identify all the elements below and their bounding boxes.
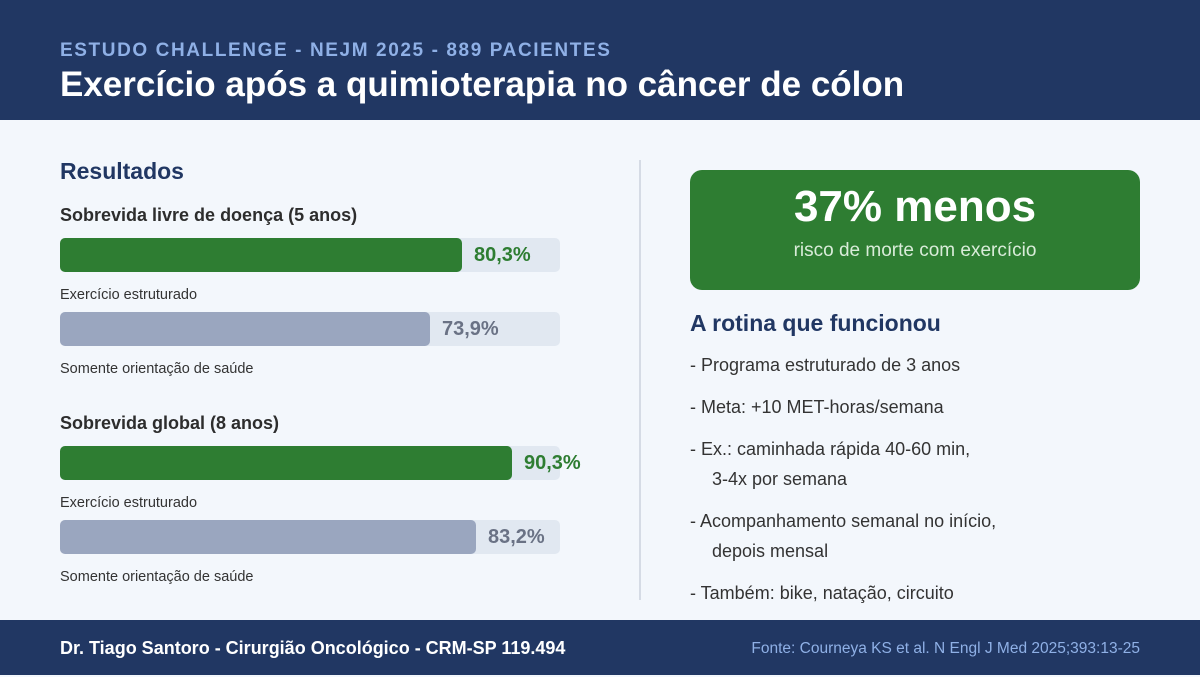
author-credit: Dr. Tiago Santoro - Cirurgião Oncológico… xyxy=(60,638,566,658)
routine-list: - Programa estruturado de 3 anos - Meta:… xyxy=(690,350,1150,620)
bar-track-dfs-exercise: 80,3% xyxy=(60,238,560,272)
bar-track-os-exercise: 90,3% xyxy=(60,446,581,480)
routine-item-continuation: depois mensal xyxy=(712,541,829,561)
highlight-box: 37% menos risco de morte com exercício xyxy=(690,170,1140,290)
highlight-caption: risco de morte com exercício xyxy=(793,240,1037,261)
group-title-os: Sobrevida global (8 anos) xyxy=(60,413,280,433)
routine-item: - Meta: +10 MET-horas/semana xyxy=(690,392,1150,422)
routine-item: - Também: bike, natação, circuito xyxy=(690,578,1150,608)
header-banner: ESTUDO CHALLENGE - NEJM 2025 - 889 PACIE… xyxy=(0,0,1200,120)
group-title-dfs: Sobrevida livre de doença (5 anos) xyxy=(60,205,358,225)
page-title: Exercício após a quimioterapia no câncer… xyxy=(60,65,905,104)
bar-value-os-exercise: 90,3% xyxy=(524,452,581,474)
routine-item-text: - Ex.: caminhada rápida 40-60 min, xyxy=(690,439,971,459)
bar-value-dfs-control: 73,9% xyxy=(442,318,499,340)
routine-item-continuation: 3-4x por semana xyxy=(712,469,848,489)
bar-label-dfs-control: Somente orientação de saúde xyxy=(60,361,254,377)
bar-value-dfs-exercise: 80,3% xyxy=(474,244,531,266)
routine-item: - Acompanhamento semanal no início, depo… xyxy=(690,506,1150,566)
bar-value-os-control: 83,2% xyxy=(488,526,545,548)
results-title: Resultados xyxy=(60,158,184,184)
bar-label-dfs-exercise: Exercício estruturado xyxy=(60,287,198,303)
footer-bar: Dr. Tiago Santoro - Cirurgião Oncológico… xyxy=(0,620,1200,675)
bar-track-os-control: 83,2% xyxy=(60,520,560,554)
source-citation: Fonte: Courneya KS et al. N Engl J Med 2… xyxy=(751,640,1140,657)
bar-dfs-control xyxy=(60,312,430,346)
routine-item: - Programa estruturado de 3 anos xyxy=(690,350,1150,380)
routine-title: A rotina que funcionou xyxy=(690,310,941,336)
column-divider xyxy=(639,160,641,600)
bar-os-control xyxy=(60,520,476,554)
bar-dfs-exercise xyxy=(60,238,462,272)
highlight-value: 37% menos xyxy=(793,182,1037,231)
routine-item: - Ex.: caminhada rápida 40-60 min, 3-4x … xyxy=(690,434,1150,494)
bar-label-os-control: Somente orientação de saúde xyxy=(60,569,254,585)
bar-track-dfs-control: 73,9% xyxy=(60,312,560,346)
bar-label-os-exercise: Exercício estruturado xyxy=(60,495,198,511)
routine-item-text: - Acompanhamento semanal no início, xyxy=(690,511,997,531)
study-kicker: ESTUDO CHALLENGE - NEJM 2025 - 889 PACIE… xyxy=(60,40,612,61)
routine-item-text: - Meta: +10 MET-horas/semana xyxy=(690,397,944,417)
routine-item-text: - Também: bike, natação, circuito xyxy=(690,583,954,603)
bar-os-exercise xyxy=(60,446,512,480)
routine-item-text: - Programa estruturado de 3 anos xyxy=(690,355,961,375)
